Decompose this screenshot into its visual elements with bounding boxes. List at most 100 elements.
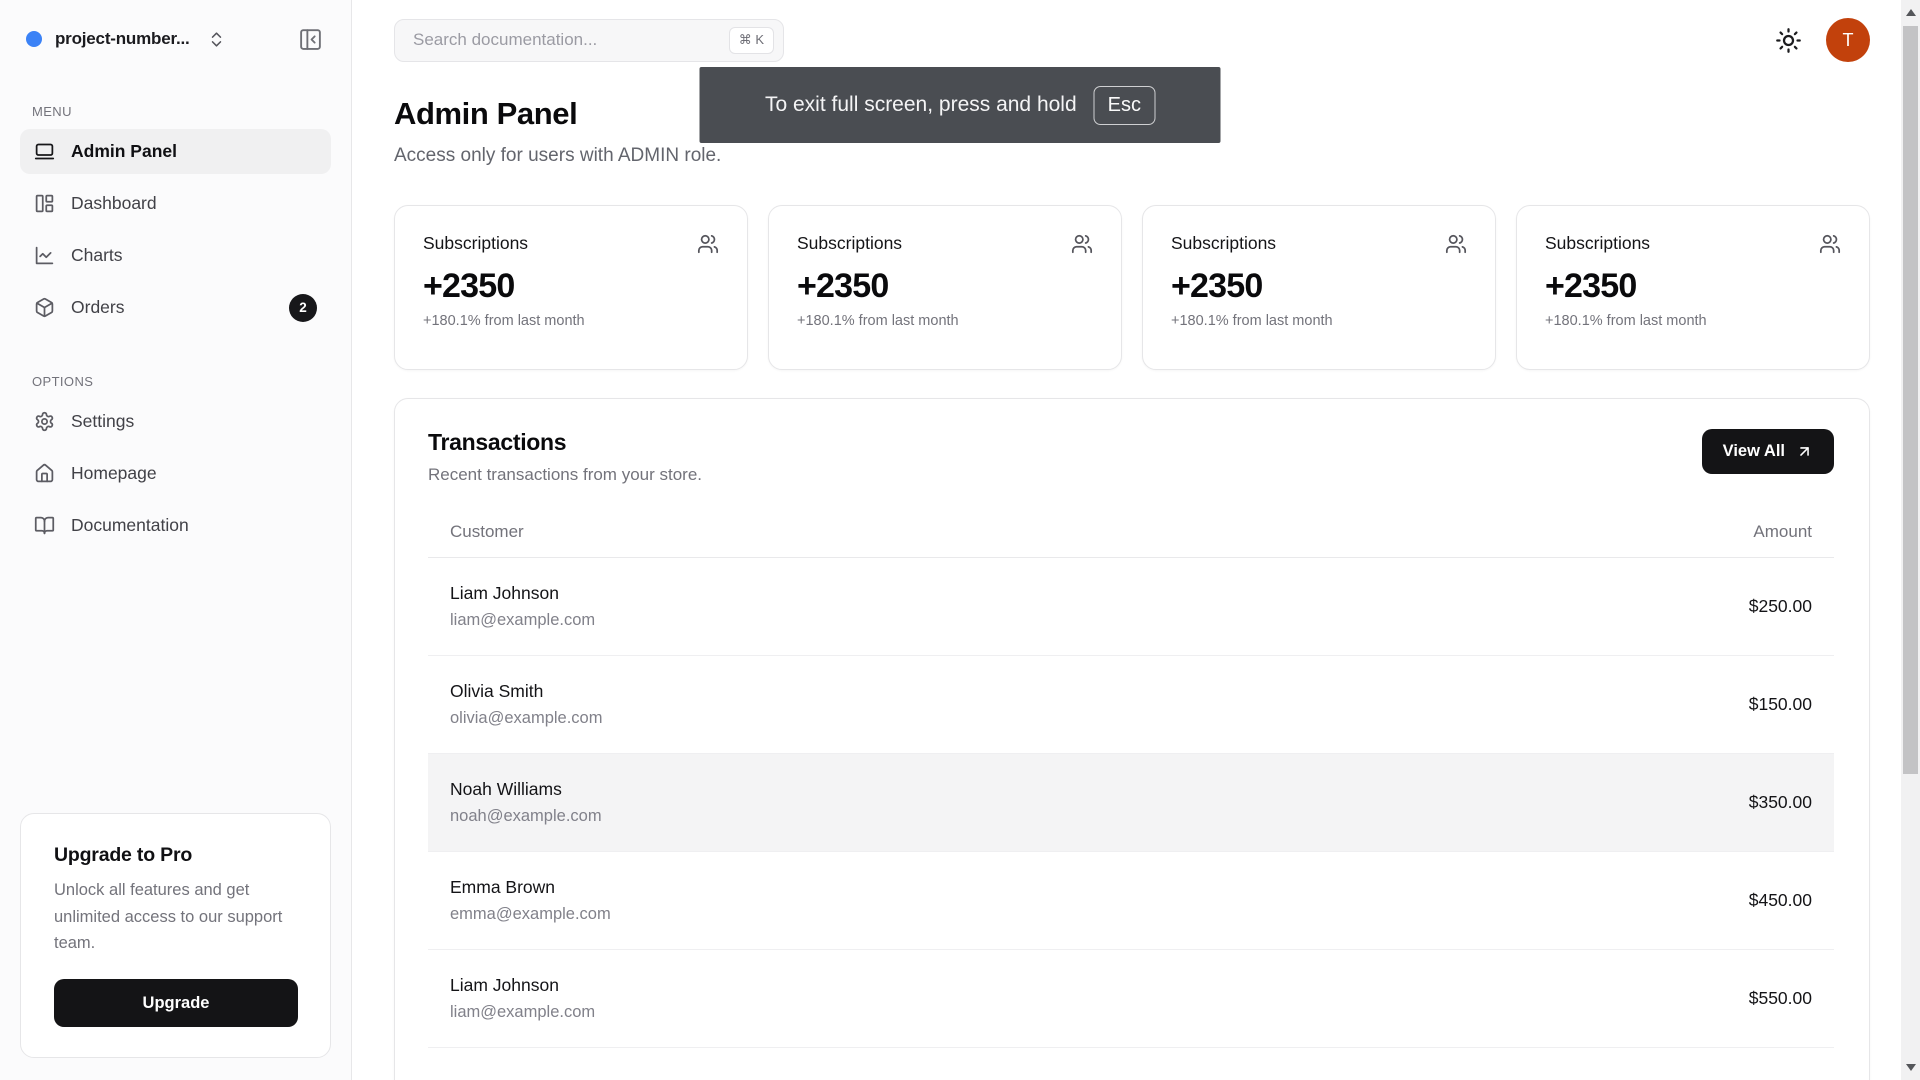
theme-toggle-button[interactable] (1775, 27, 1802, 54)
stat-card-row: Subscriptions +2350 +180.1% from last mo… (394, 205, 1870, 370)
sidebar-item-dashboard[interactable]: Dashboard (20, 181, 331, 226)
sidebar-item-homepage[interactable]: Homepage (20, 451, 331, 496)
column-header-customer: Customer (450, 522, 524, 541)
view-all-label: View All (1722, 442, 1785, 460)
customer-email: noah@example.com (450, 807, 602, 825)
stat-card-title: Subscriptions (797, 233, 903, 253)
stat-card: Subscriptions +2350 +180.1% from last mo… (394, 205, 748, 370)
transactions-title: Transactions (428, 429, 567, 455)
nav-item-label: Orders (71, 297, 125, 317)
transaction-amount: $150.00 (1748, 694, 1812, 714)
transactions-card: Transactions Recent transactions from yo… (394, 398, 1870, 1080)
options-nav: Settings Homepage Documentation (20, 399, 331, 548)
transactions-table: Customer Amount Liam Johnson liam@exampl… (428, 509, 1834, 1048)
search-bar[interactable]: ⌘ K (394, 18, 784, 62)
menu-nav: Admin Panel Dashboard Charts Orders 2 (20, 129, 331, 330)
topbar: ⌘ K T (394, 18, 1870, 62)
customer-name: Liam Johnson (450, 975, 559, 995)
chevrons-up-down-icon (207, 30, 226, 49)
sidebar-item-charts[interactable]: Charts (20, 233, 331, 278)
transactions-header: Transactions Recent transactions from yo… (428, 429, 1834, 485)
scrollbar-thumb[interactable] (1903, 26, 1918, 774)
stat-card-change: +180.1% from last month (423, 313, 585, 329)
laptop-icon (34, 141, 55, 162)
table-row[interactable]: Liam Johnson liam@example.com $550.00 (428, 950, 1834, 1048)
sidebar-item-documentation[interactable]: Documentation (20, 503, 331, 548)
transaction-amount: $250.00 (1748, 596, 1812, 616)
stat-card-value: +2350 (1171, 267, 1263, 305)
topbar-right: T (1775, 18, 1870, 62)
esc-key-badge: Esc (1093, 85, 1155, 125)
nav-item-label: Dashboard (71, 193, 157, 213)
sidebar-item-settings[interactable]: Settings (20, 399, 331, 444)
upgrade-description: Unlock all features and get unlimited ac… (54, 880, 283, 953)
arrow-up-right-icon (1796, 443, 1813, 460)
settings-icon (34, 411, 55, 432)
main-content: ⌘ K T Admin Panel Access only for users … (352, 0, 1920, 1080)
customer-email: liam@example.com (450, 1003, 596, 1021)
menu-section-label: MENU (32, 104, 72, 119)
nav-item-label: Charts (71, 245, 123, 265)
scrollbar-up-arrow[interactable] (1905, 9, 1916, 16)
transaction-amount: $450.00 (1748, 890, 1812, 910)
view-all-button[interactable]: View All (1701, 429, 1834, 474)
sun-icon (1775, 27, 1802, 54)
panel-left-close-icon (298, 27, 323, 52)
stat-card: Subscriptions +2350 +180.1% from last mo… (1516, 205, 1870, 370)
customer-name: Emma Brown (450, 877, 556, 897)
page-head: Admin Panel Access only for users with A… (394, 96, 1870, 167)
vertical-scrollbar[interactable] (1901, 0, 1920, 1080)
users-icon (1445, 233, 1467, 255)
transaction-amount: $350.00 (1748, 792, 1812, 812)
menu-item-badge: 2 (289, 293, 317, 322)
package-icon (34, 297, 55, 318)
stat-card-value: +2350 (797, 267, 889, 305)
nav-item-label: Documentation (71, 515, 189, 535)
column-header-amount: Amount (1753, 522, 1812, 541)
stat-card-title: Subscriptions (423, 233, 529, 253)
customer-name: Olivia Smith (450, 681, 544, 701)
stat-card: Subscriptions +2350 +180.1% from last mo… (768, 205, 1122, 370)
stat-card-value: +2350 (423, 267, 515, 305)
avatar[interactable]: T (1826, 18, 1870, 62)
nav-item-label: Settings (71, 411, 135, 431)
chart-line-icon (34, 245, 55, 266)
transaction-amount: $550.00 (1748, 988, 1812, 1008)
customer-email: emma@example.com (450, 905, 611, 923)
customer-name: Noah Williams (450, 779, 562, 799)
table-row[interactable]: Emma Brown emma@example.com $450.00 (428, 852, 1834, 950)
project-name: project-number... (55, 29, 190, 48)
scrollbar-down-arrow[interactable] (1905, 1064, 1916, 1071)
options-section-label: OPTIONS (32, 374, 94, 389)
table-row[interactable]: Olivia Smith olivia@example.com $150.00 (428, 656, 1834, 754)
project-switcher[interactable]: project-number... (26, 29, 226, 49)
page-subtitle: Access only for users with ADMIN role. (394, 145, 722, 166)
nav-item-label: Admin Panel (71, 141, 177, 161)
sidebar-item-admin-panel[interactable]: Admin Panel (20, 129, 331, 174)
stat-card-title: Subscriptions (1545, 233, 1651, 253)
users-icon (697, 233, 719, 255)
users-icon (1819, 233, 1841, 255)
sidebar: project-number... MENU Admin Panel Dashb… (0, 0, 352, 1080)
dashboard-icon (34, 193, 55, 214)
customer-email: olivia@example.com (450, 709, 603, 727)
fullscreen-exit-message: To exit full screen, press and hold (764, 93, 1077, 116)
search-shortcut-badge: ⌘ K (728, 26, 774, 54)
customer-email: liam@example.com (450, 611, 596, 629)
sidebar-collapse-button[interactable] (298, 27, 323, 52)
stat-card-change: +180.1% from last month (797, 313, 959, 329)
sidebar-item-orders[interactable]: Orders 2 (20, 285, 331, 330)
stat-card-change: +180.1% from last month (1545, 313, 1707, 329)
nav-item-label: Homepage (71, 463, 157, 483)
stat-card: Subscriptions +2350 +180.1% from last mo… (1142, 205, 1496, 370)
table-row[interactable]: Liam Johnson liam@example.com $250.00 (428, 558, 1834, 656)
stat-card-change: +180.1% from last month (1171, 313, 1333, 329)
users-icon (1071, 233, 1093, 255)
table-row[interactable]: Noah Williams noah@example.com $350.00 (428, 754, 1834, 852)
transactions-subtitle: Recent transactions from your store. (428, 465, 703, 484)
stat-card-title: Subscriptions (1171, 233, 1277, 253)
upgrade-button[interactable]: Upgrade (54, 979, 298, 1027)
search-input[interactable] (413, 30, 729, 50)
table-body: Liam Johnson liam@example.com $250.00 Ol… (428, 558, 1834, 1048)
project-color-dot (26, 31, 42, 47)
